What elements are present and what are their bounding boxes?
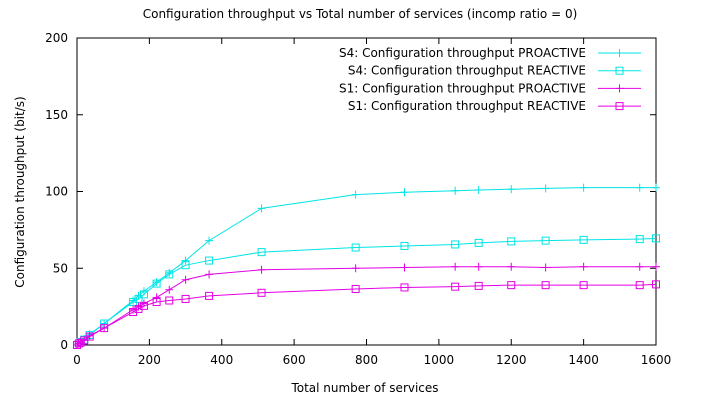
data-point <box>152 298 161 307</box>
x-tick-label: 0 <box>73 353 81 367</box>
data-point <box>579 281 588 290</box>
data-point <box>635 235 644 244</box>
data-point <box>652 234 660 243</box>
legend-marker <box>615 49 624 57</box>
data-point <box>181 261 190 270</box>
data-point <box>257 248 266 257</box>
legend-label: S1: Configuration throughput REACTIVE <box>348 99 586 113</box>
chart-title: Configuration throughput vs Total number… <box>143 7 578 21</box>
data-point <box>257 288 266 297</box>
data-point <box>139 290 148 299</box>
data-point <box>474 185 483 194</box>
series-line <box>76 237 657 346</box>
data-point <box>579 183 588 192</box>
x-tick-label: 1200 <box>496 353 527 367</box>
data-point <box>85 332 94 341</box>
data-point <box>165 270 174 279</box>
data-point <box>474 281 483 290</box>
legend-label: S4: Configuration throughput REACTIVE <box>348 64 586 78</box>
data-point <box>541 263 550 272</box>
data-point <box>257 204 266 213</box>
data-point <box>205 291 214 300</box>
data-point <box>579 235 588 244</box>
y-tick-label: 150 <box>45 108 68 122</box>
x-tick-label: 1400 <box>568 353 599 367</box>
series-4 <box>73 280 660 349</box>
data-point <box>181 256 190 265</box>
legend-item: S4: Configuration throughput REACTIVE <box>348 64 641 78</box>
data-point <box>474 238 483 247</box>
data-point <box>351 284 360 293</box>
y-tick-label: 50 <box>53 261 68 275</box>
data-point <box>400 283 409 292</box>
legend-item: S4: Configuration throughput PROACTIVE <box>339 46 641 60</box>
y-tick-label: 200 <box>45 31 68 45</box>
axis-ticks: 0 200 400 600 800 1000 1200 1400 1600 0 50 100 150 20… <box>45 31 671 367</box>
legend-label: S4: Configuration throughput PROACTIVE <box>339 46 586 60</box>
data-point <box>451 186 460 195</box>
data-point <box>507 281 516 290</box>
data-point <box>400 241 409 250</box>
data-point <box>181 294 190 303</box>
data-point <box>507 237 516 246</box>
data-point <box>351 264 360 273</box>
data-point <box>541 184 550 193</box>
data-point <box>400 263 409 272</box>
legend-item: S1: Configuration throughput PROACTIVE <box>339 81 641 95</box>
series-1 <box>73 183 660 349</box>
data-point <box>205 256 214 265</box>
data-point <box>541 281 550 290</box>
data-point <box>635 262 644 271</box>
data-point <box>139 301 148 310</box>
legend-item: S1: Configuration throughput REACTIVE <box>348 99 641 113</box>
x-tick-label: 1000 <box>424 353 455 367</box>
x-tick-label: 400 <box>210 353 233 367</box>
series-2 <box>73 234 660 349</box>
data-point <box>400 188 409 197</box>
legend-marker <box>615 84 624 93</box>
data-point <box>351 190 360 199</box>
data-point <box>165 296 174 305</box>
data-point <box>635 183 644 192</box>
data-point <box>165 285 174 294</box>
data-point <box>100 324 109 333</box>
data-point <box>541 236 550 245</box>
data-point <box>652 280 660 289</box>
data-point <box>451 282 460 291</box>
data-point <box>474 262 483 271</box>
data-point <box>507 262 516 271</box>
x-axis-label: Total number of services <box>290 381 438 395</box>
data-point <box>205 236 214 245</box>
data-point <box>579 262 588 271</box>
series-line <box>76 187 656 346</box>
data-series <box>73 183 660 349</box>
data-point <box>652 183 660 192</box>
x-tick-label: 600 <box>283 353 306 367</box>
y-tick-label: 0 <box>60 338 68 352</box>
legend-marker <box>615 66 624 75</box>
data-point <box>134 294 143 303</box>
x-tick-label: 800 <box>355 353 378 367</box>
data-point <box>451 240 460 249</box>
legend: S4: Configuration throughput PROACTIVE S4… <box>339 46 641 113</box>
data-point <box>351 243 360 252</box>
data-point <box>257 265 266 274</box>
data-point <box>652 262 660 271</box>
x-tick-label: 1600 <box>641 353 672 367</box>
data-point <box>205 270 214 279</box>
x-tick-label: 200 <box>138 353 161 367</box>
data-point <box>152 279 161 288</box>
legend-marker <box>615 102 624 111</box>
legend-label: S1: Configuration throughput PROACTIVE <box>339 81 586 95</box>
y-axis-label: Configuration throughput (bit/s) <box>13 96 27 287</box>
y-tick-label: 100 <box>45 185 68 199</box>
data-point <box>635 281 644 290</box>
data-point <box>181 275 190 284</box>
series-3 <box>73 262 660 349</box>
data-point <box>152 293 161 302</box>
data-point <box>451 262 460 271</box>
data-point <box>507 185 516 194</box>
